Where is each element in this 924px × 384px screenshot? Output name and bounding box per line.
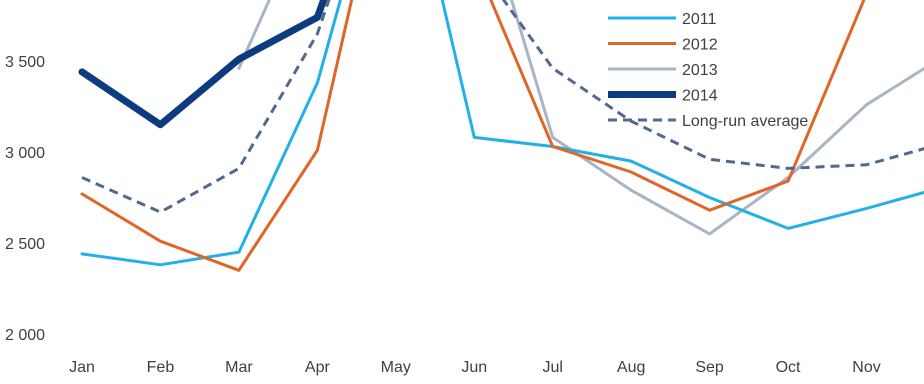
y-tick-label: 2 500 xyxy=(5,236,45,253)
legend-label: 2012 xyxy=(682,37,718,54)
x-tick-label: Feb xyxy=(147,359,175,376)
x-tick-label: Nov xyxy=(852,359,880,376)
x-tick-label: May xyxy=(381,359,411,376)
x-tick-label: Mar xyxy=(225,359,253,376)
x-tick-label: Aug xyxy=(617,359,645,376)
legend-label: 2014 xyxy=(682,88,718,105)
legend-label: 2011 xyxy=(682,11,717,28)
x-tick-label: Jul xyxy=(542,359,562,376)
series-line-2014 xyxy=(78,0,328,129)
series-line-2013 xyxy=(237,0,924,236)
x-tick-label: Oct xyxy=(776,359,801,376)
y-tick-label: 2 000 xyxy=(5,327,45,344)
x-tick-label: Jun xyxy=(461,359,487,376)
x-tick-label: Sep xyxy=(695,359,724,376)
legend-label: Long-run average xyxy=(682,113,808,130)
y-tick-label: 3 500 xyxy=(5,54,45,71)
series-line-long-run-average xyxy=(81,0,924,214)
x-tick-label: Jan xyxy=(69,359,95,376)
series-line-2011 xyxy=(80,0,924,267)
x-tick-label: Apr xyxy=(305,359,331,376)
legend-label: 2013 xyxy=(682,62,718,79)
series-line-2012 xyxy=(80,0,866,272)
y-tick-label: 3 000 xyxy=(5,145,45,162)
